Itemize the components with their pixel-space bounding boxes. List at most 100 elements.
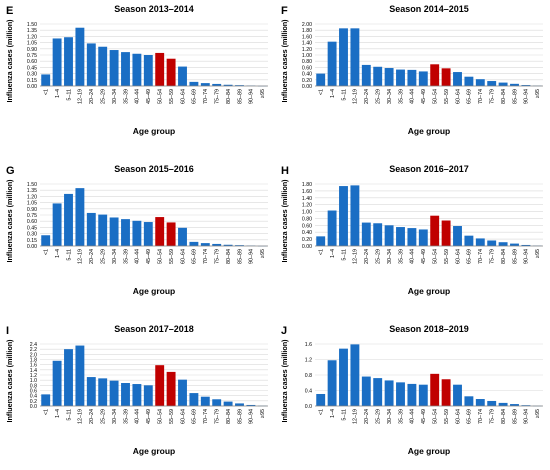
panel-i-bar-normal	[98, 378, 107, 406]
panel-g-bar-normal	[75, 188, 84, 246]
panel-g-xtick-label: 45–49	[146, 249, 152, 264]
panel-h-xtick-label: 85–89	[512, 249, 518, 264]
panel-h-letter: H	[281, 165, 289, 177]
panel-h-ylabel: Influenza cases (million)	[280, 179, 289, 263]
panel-h-ytick-label: 0.00	[302, 244, 312, 250]
panel-j-letter: J	[281, 325, 287, 337]
panel-h-bar-highlighted	[442, 221, 451, 246]
panel-e-ytick-label: 0.00	[27, 84, 37, 90]
panel-g-xtick-label: 80–84	[226, 249, 232, 264]
panel-h-xtick-label: 12–19	[353, 249, 359, 264]
panel-g-xtick-label: 40–44	[135, 249, 141, 264]
panel-i-bar-normal	[212, 399, 221, 406]
panel-f-xtick-label: 50–54	[433, 89, 439, 104]
panel-g-xtick-label: 60–64	[180, 249, 186, 264]
panel-i-ytick-label: 0.0	[30, 404, 37, 410]
panel-e-xtick-label: 30–34	[112, 89, 118, 104]
panel-h-ytick-label: 0.80	[302, 216, 312, 222]
panel-e-xtick-label: ≥95	[260, 89, 266, 98]
panel-g-ytick-label: 0.45	[27, 225, 37, 231]
panel-i-bar-normal	[75, 346, 84, 406]
panel-g-bar-normal	[87, 213, 96, 246]
panel-i-letter: I	[6, 325, 9, 337]
panel-h-bar-normal	[464, 236, 473, 246]
panel-e-xtick-label: <1	[44, 89, 50, 95]
panel-f-ytick-label: 1.20	[302, 47, 312, 53]
panel-e-ytick-label: 1.35	[27, 28, 37, 34]
panel-f-ytick-label: 1.40	[302, 41, 312, 47]
panel-i-bar-highlighted	[155, 365, 164, 406]
panel-g-bar-highlighted	[167, 222, 176, 246]
panel-g-ytick-label: 0.60	[27, 219, 37, 225]
panel-e-ytick-label: 0.60	[27, 59, 37, 65]
panel-f-ytick-label: 0.40	[302, 72, 312, 78]
panel-j-xtick-label: 35–39	[398, 409, 404, 424]
panel-f-ytick-label: 1.80	[302, 28, 312, 34]
panel-f-bar-normal	[373, 67, 382, 86]
panel-f-bar-normal	[339, 28, 348, 86]
panel-j-bar-normal	[373, 378, 382, 406]
panel-j-xtick-label: 70–74	[478, 409, 484, 424]
panel-g-title: Season 2015–2016	[114, 164, 194, 174]
panel-f-xtick-label: ≥95	[535, 89, 541, 98]
panel-f-ytick-label: 0.80	[302, 59, 312, 65]
panel-j-xtick-label: 5–11	[341, 409, 347, 421]
panel-h-xtick-label: 20–24	[364, 249, 370, 264]
panel-h-bar-normal	[407, 228, 416, 246]
panel-h-xtick-label: 70–74	[478, 249, 484, 264]
panel-h-bar-normal	[350, 185, 359, 246]
panel-h-bar-normal	[339, 186, 348, 246]
panel-h-ytick-label: 1.80	[302, 182, 312, 188]
panel-f-xtick-label: 75–79	[490, 89, 496, 104]
panel-i-xtick-label: 80–84	[226, 409, 232, 424]
panel-j-bar-highlighted	[430, 374, 439, 406]
panel-e-ytick-label: 0.30	[27, 72, 37, 78]
panel-g-ytick-label: 0.15	[27, 238, 37, 244]
panel-g-bar-normal	[121, 219, 130, 246]
panel-e-bar-normal	[144, 55, 153, 86]
panel-e-xtick-label: 75–79	[215, 89, 221, 104]
panel-j-xtick-label: 45–49	[421, 409, 427, 424]
panel-f-xtick-label: 30–34	[387, 89, 393, 104]
panel-i-ytick-label: 0.8	[30, 383, 37, 389]
panel-g-xtick-label: 30–34	[112, 249, 118, 264]
panel-g-ylabel: Influenza cases (million)	[5, 179, 14, 263]
panel-i-ytick-label: 1.8	[30, 358, 37, 364]
panel-i-ytick-label: 2.0	[30, 352, 37, 358]
panel-g-bar-normal	[144, 222, 153, 246]
panel-j-bar-normal	[453, 385, 462, 406]
panel-g-xtick-label: ≥95	[260, 249, 266, 258]
panel-j-xtick-label: 55–59	[444, 409, 450, 424]
panel-j-bar-normal	[487, 401, 496, 406]
panel-f-bar-normal	[396, 70, 405, 86]
panel-j-ylabel: Influenza cases (million)	[280, 339, 289, 423]
panel-e-xlabel: Age group	[133, 126, 176, 136]
panel-j-xtick-label: <1	[319, 409, 325, 415]
panel-g-bar-normal	[132, 221, 141, 246]
panel-g-xtick-label: 85–89	[237, 249, 243, 264]
panel-j-xtick-label: 25–29	[376, 409, 382, 424]
panel-h-ytick-label: 0.20	[302, 237, 312, 243]
panel-g-xtick-label: <1	[44, 249, 50, 255]
panel-f-bar-normal	[316, 74, 325, 86]
panel-j-xlabel: Age group	[408, 446, 451, 456]
panel-j-bar-normal	[419, 385, 428, 406]
panel-g-bar-highlighted	[155, 217, 164, 246]
panel-i-ytick-label: 1.0	[30, 378, 37, 384]
panel-f-ytick-label: 0.00	[302, 84, 312, 90]
panel-j-xtick-label: 90–94	[524, 409, 530, 424]
panel-i-ytick-label: 0.2	[30, 399, 37, 405]
panel-g-bar-normal	[98, 215, 107, 246]
panel-e-bar-normal	[110, 50, 119, 86]
panel-e-letter: E	[6, 5, 13, 17]
panel-g-ytick-label: 1.20	[27, 194, 37, 200]
panel-g-bar-normal	[189, 242, 198, 246]
panel-h-xtick-label: 40–44	[410, 249, 416, 264]
panel-i-bar-normal	[189, 393, 198, 406]
panel-f-ytick-label: 0.20	[302, 78, 312, 84]
panel-f-ytick-label: 2.00	[302, 22, 312, 28]
panel-f-xtick-label: 85–89	[512, 89, 518, 104]
panel-e-xtick-label: 25–29	[101, 89, 107, 104]
panel-f-bar-highlighted	[430, 64, 439, 86]
